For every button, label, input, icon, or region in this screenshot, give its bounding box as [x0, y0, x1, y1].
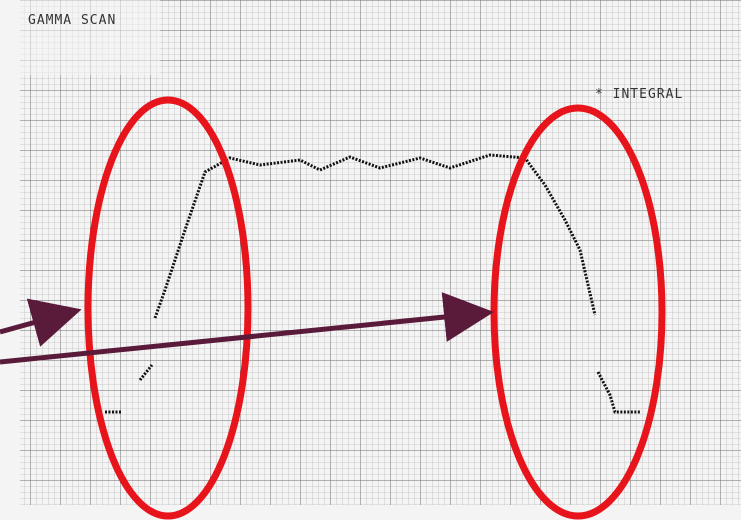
- scan-title: GAMMA SCAN: [28, 13, 116, 28]
- legend-label: * INTEGRAL: [595, 87, 683, 102]
- scan-curve: [105, 153, 640, 414]
- highlight-ellipse: [490, 104, 666, 520]
- arrow: [0, 298, 82, 347]
- grid-paper: [20, 0, 741, 505]
- highlight-ellipse: [84, 96, 252, 520]
- label-area: [20, 0, 160, 75]
- arrow: [0, 292, 494, 365]
